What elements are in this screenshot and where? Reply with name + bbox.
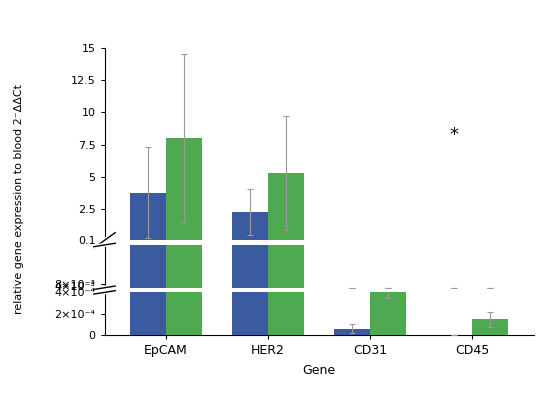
Bar <box>166 0 201 288</box>
Bar <box>334 329 370 335</box>
Text: *: * <box>450 126 459 144</box>
Bar <box>232 212 268 242</box>
Bar <box>232 0 268 288</box>
Bar <box>370 284 406 335</box>
Bar <box>268 173 304 242</box>
Bar <box>130 0 166 288</box>
Bar <box>472 319 508 335</box>
Bar <box>268 0 304 288</box>
Text: relative gene expression to blood 2⁻ΔΔCt: relative gene expression to blood 2⁻ΔΔCt <box>14 85 24 314</box>
Bar <box>166 138 201 242</box>
Legend: bulk BT474, sorted BT474: bulk BT474, sorted BT474 <box>177 0 392 4</box>
Bar <box>166 0 201 335</box>
Bar <box>130 193 166 242</box>
Bar <box>130 0 166 335</box>
Bar <box>232 0 268 335</box>
Bar <box>268 0 304 335</box>
X-axis label: Gene: Gene <box>302 364 336 377</box>
